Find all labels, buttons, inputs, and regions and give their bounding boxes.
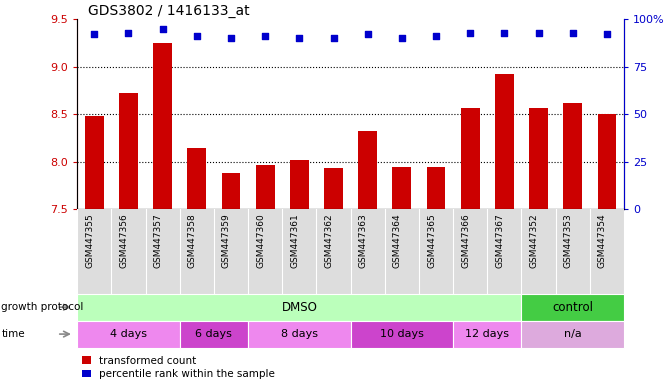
Text: GSM447352: GSM447352 — [529, 214, 539, 268]
Bar — [521, 294, 624, 321]
Text: GSM447354: GSM447354 — [598, 214, 607, 268]
Bar — [564, 103, 582, 209]
Point — [568, 30, 578, 36]
Bar — [77, 294, 521, 321]
Bar — [119, 93, 138, 209]
Point — [431, 33, 442, 40]
Text: GSM447360: GSM447360 — [256, 214, 265, 268]
Text: time: time — [1, 329, 25, 339]
Bar — [290, 160, 309, 209]
Text: 8 days: 8 days — [281, 329, 318, 339]
Point — [533, 30, 544, 36]
Point — [328, 35, 339, 41]
Point — [602, 31, 613, 38]
Bar — [461, 108, 480, 209]
Point — [465, 30, 476, 36]
Bar — [248, 321, 351, 348]
Bar — [77, 321, 180, 348]
Text: GSM447364: GSM447364 — [393, 214, 402, 268]
Text: growth protocol: growth protocol — [1, 302, 84, 312]
Text: GSM447353: GSM447353 — [564, 214, 573, 268]
Point — [123, 30, 134, 36]
Text: GSM447367: GSM447367 — [495, 214, 505, 268]
Point — [191, 33, 202, 40]
Text: GSM447359: GSM447359 — [222, 214, 231, 268]
Point — [362, 31, 373, 38]
Bar — [256, 165, 274, 209]
Text: GSM447357: GSM447357 — [154, 214, 162, 268]
Text: 6 days: 6 days — [195, 329, 232, 339]
Text: 4 days: 4 days — [110, 329, 147, 339]
Bar — [598, 114, 617, 209]
Bar — [529, 108, 548, 209]
Point — [499, 30, 510, 36]
Bar — [221, 173, 240, 209]
Text: n/a: n/a — [564, 329, 582, 339]
Bar — [351, 321, 453, 348]
Point — [397, 35, 407, 41]
Text: GSM447363: GSM447363 — [359, 214, 368, 268]
Text: 10 days: 10 days — [380, 329, 424, 339]
Bar — [393, 167, 411, 209]
Text: DMSO: DMSO — [281, 301, 317, 314]
Bar — [495, 74, 514, 209]
Text: GSM447362: GSM447362 — [325, 214, 333, 268]
Legend: transformed count, percentile rank within the sample: transformed count, percentile rank withi… — [83, 356, 275, 379]
Text: GSM447365: GSM447365 — [427, 214, 436, 268]
Text: GDS3802 / 1416133_at: GDS3802 / 1416133_at — [88, 4, 250, 18]
Text: GSM447356: GSM447356 — [119, 214, 128, 268]
Bar — [153, 43, 172, 209]
Bar — [453, 321, 521, 348]
Bar — [427, 167, 446, 209]
Bar — [324, 169, 343, 209]
Point — [294, 35, 305, 41]
Point — [89, 31, 99, 38]
Bar — [521, 321, 624, 348]
Point — [260, 33, 270, 40]
Bar — [85, 116, 103, 209]
Text: 12 days: 12 days — [465, 329, 509, 339]
Text: GSM447355: GSM447355 — [85, 214, 94, 268]
Text: control: control — [552, 301, 593, 314]
Bar — [358, 131, 377, 209]
Text: GSM447366: GSM447366 — [461, 214, 470, 268]
Bar — [180, 321, 248, 348]
Point — [225, 35, 236, 41]
Bar — [187, 147, 206, 209]
Point — [157, 26, 168, 32]
Text: GSM447358: GSM447358 — [188, 214, 197, 268]
Text: GSM447361: GSM447361 — [291, 214, 299, 268]
